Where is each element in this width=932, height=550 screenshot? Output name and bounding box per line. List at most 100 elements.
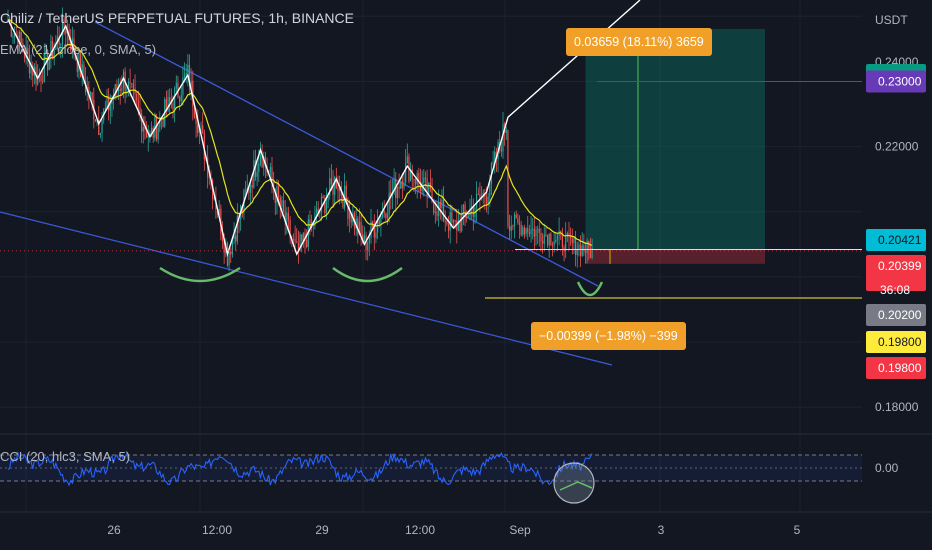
- candle-body: [99, 133, 101, 136]
- candle-body: [304, 232, 306, 241]
- candle-body: [32, 65, 34, 76]
- candle-body: [339, 186, 341, 192]
- stop-loss-zone: [585, 249, 765, 264]
- candle-body: [108, 96, 110, 111]
- candle-body: [213, 198, 215, 200]
- tick-0.22000: 0.22000: [875, 140, 919, 154]
- candle-body: [106, 96, 108, 108]
- candle-body: [414, 179, 417, 185]
- candle-body: [466, 212, 468, 219]
- candle-body: [543, 234, 545, 244]
- candle-body: [385, 212, 387, 219]
- candle-body: [362, 233, 364, 244]
- candle-body: [25, 47, 27, 59]
- candle-body: [279, 197, 281, 207]
- candle-body: [122, 71, 125, 89]
- candle-body: [119, 88, 121, 91]
- candle-body: [350, 212, 352, 223]
- candle-body: [329, 178, 331, 196]
- cci-line: [7, 450, 593, 487]
- candle-body: [515, 214, 517, 219]
- candle-body: [231, 239, 233, 255]
- candle-body: [157, 127, 159, 140]
- tag-last-price-bg: [866, 255, 926, 291]
- long-position-zone[interactable]: [585, 28, 766, 264]
- candle-body: [259, 155, 262, 164]
- candle-body: [330, 178, 332, 185]
- candle-body: [418, 173, 420, 182]
- candle-body: [317, 208, 319, 214]
- support-arcs[interactable]: [159, 266, 604, 297]
- time-axis[interactable]: 26 12:00 29 12:00 Sep 3 5: [0, 511, 932, 537]
- candle-body: [193, 106, 196, 118]
- candle-body: [337, 188, 339, 192]
- candle-body: [320, 196, 323, 212]
- candle-body: [325, 201, 328, 214]
- candle-body: [83, 64, 85, 81]
- tick-0.18000: 0.18000: [875, 400, 919, 414]
- candle-body: [546, 235, 549, 246]
- ema-legend[interactable]: EMA (21, close, 0, SMA, 5): [0, 42, 157, 57]
- candle-body: [144, 126, 146, 130]
- cci-divergence-mark: [559, 481, 593, 491]
- candle-body: [88, 86, 90, 98]
- candle-body: [63, 18, 65, 31]
- candle-body: [190, 80, 192, 90]
- candle-body: [197, 123, 199, 133]
- candle-body: [142, 126, 144, 132]
- falling-wedge-trendlines[interactable]: [0, 21, 613, 366]
- candle-body: [202, 125, 204, 133]
- candle-body: [462, 204, 464, 214]
- candle-body: [37, 76, 39, 85]
- zigzag-drawing[interactable]: [7, 0, 641, 257]
- candle-body: [377, 220, 379, 233]
- candle-body: [159, 118, 161, 128]
- price-axis[interactable]: USDT0.240000.220000.180000.238060.230000…: [866, 13, 926, 475]
- candle-body: [383, 210, 385, 213]
- candle-body: [147, 136, 149, 138]
- tag-stop: 0.20200: [878, 308, 922, 322]
- candle-body: [12, 36, 14, 38]
- candle-body: [423, 177, 425, 183]
- candle-body: [393, 179, 395, 192]
- candle-body: [451, 212, 453, 223]
- candle-body: [218, 208, 220, 215]
- candle-body: [109, 104, 111, 111]
- candle-body: [581, 245, 583, 256]
- candle-body: [284, 211, 286, 223]
- candle-body: [60, 44, 62, 46]
- candle-body: [467, 216, 469, 219]
- candle-body: [588, 240, 590, 249]
- candle-body: [78, 53, 80, 72]
- candle-body: [167, 97, 169, 112]
- candle-body: [561, 232, 563, 248]
- candle-body: [454, 220, 456, 222]
- candle-body: [139, 107, 141, 114]
- candle-body: [403, 182, 405, 188]
- candle-body: [517, 218, 519, 223]
- candle-body: [65, 30, 67, 34]
- candle-body: [179, 97, 181, 102]
- candle-body: [405, 162, 407, 183]
- candle-body: [500, 147, 502, 152]
- candle-body: [357, 218, 359, 235]
- candle-body: [428, 182, 430, 196]
- candle-body: [172, 102, 174, 110]
- cci-legend[interactable]: CCI (20, hlc3, SMA, 5): [0, 449, 131, 464]
- chart-title[interactable]: Chiliz / TetherUS PERPETUAL FUTURES, 1h,…: [0, 10, 354, 26]
- candle-body: [228, 251, 230, 266]
- horizontal-levels[interactable]: [0, 80, 862, 299]
- candle-body: [188, 64, 191, 90]
- candle-body: [584, 251, 587, 254]
- candle-body: [101, 120, 103, 134]
- candle-body: [411, 169, 413, 179]
- candle-body: [380, 216, 382, 225]
- support-arc: [332, 267, 403, 283]
- candle-body: [540, 232, 542, 242]
- time-label-5: 3: [658, 523, 665, 537]
- candle-body: [48, 58, 50, 71]
- candle-body: [132, 83, 134, 89]
- candle-body: [169, 97, 171, 103]
- candle-body: [413, 178, 415, 180]
